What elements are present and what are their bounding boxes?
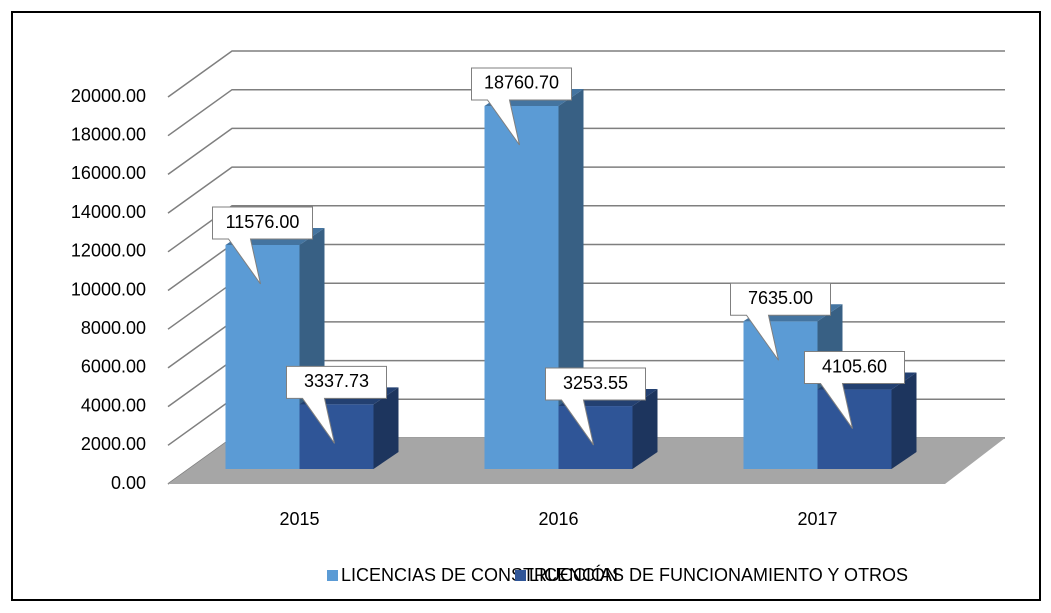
data-label: 3253.55 — [563, 373, 628, 393]
bar — [299, 404, 374, 469]
bar-side — [632, 389, 658, 469]
label-callout — [804, 351, 905, 429]
y-tick-label: 8000.00 — [81, 318, 146, 338]
label-callout — [730, 282, 831, 361]
legend-label: LICENCIAS DE CONSTRUCCIÓN — [341, 564, 618, 585]
legend-swatch — [515, 570, 526, 581]
label-callout — [286, 365, 387, 444]
bar — [743, 321, 818, 469]
bar — [558, 406, 633, 469]
y-tick-label: 2000.00 — [81, 434, 146, 454]
data-label: 3337.73 — [304, 371, 369, 391]
label-callout — [545, 367, 646, 446]
grid-line — [167, 50, 1005, 98]
y-tick-label: 14000.00 — [71, 202, 146, 222]
legend-swatch — [327, 570, 338, 581]
x-tick-label: 2015 — [279, 509, 319, 529]
label-callout — [212, 206, 313, 285]
y-tick-label: 10000.00 — [71, 279, 146, 299]
bar-side — [891, 372, 917, 469]
x-tick-label: 2017 — [797, 509, 837, 529]
label-callout — [471, 67, 572, 146]
data-label: 7635.00 — [748, 288, 813, 308]
grid-line — [167, 205, 1005, 253]
x-tick-label: 2016 — [538, 509, 578, 529]
grid-line — [167, 166, 1005, 214]
y-tick-label: 20000.00 — [71, 86, 146, 106]
legend-label: LICENCIAS DE FUNCIONAMIENTO Y OTROS — [529, 565, 908, 585]
y-tick-label: 0.00 — [111, 473, 146, 493]
bar — [484, 105, 559, 469]
grid-line — [167, 127, 1005, 176]
grid-line — [167, 88, 1005, 137]
data-label: 11576.00 — [226, 212, 300, 232]
y-tick-label: 6000.00 — [81, 357, 146, 377]
data-label: 18760.70 — [484, 73, 559, 93]
bar — [225, 245, 300, 469]
bar — [817, 389, 892, 469]
y-tick-label: 4000.00 — [81, 395, 146, 415]
data-label: 4105.60 — [822, 356, 887, 376]
y-tick-label: 12000.00 — [71, 241, 146, 261]
bar-side — [373, 387, 399, 469]
y-tick-label: 18000.00 — [71, 124, 146, 144]
y-tick-label: 16000.00 — [71, 163, 146, 183]
